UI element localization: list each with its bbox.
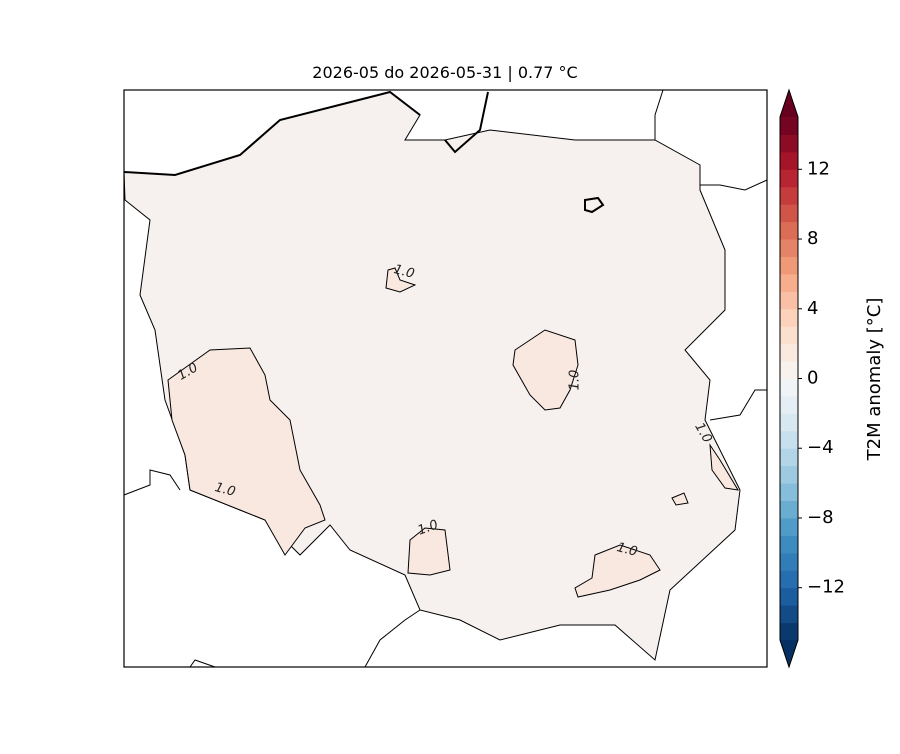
contour-label: 1.0 bbox=[416, 517, 441, 538]
patch bbox=[512, 329, 579, 411]
colorbar-band bbox=[780, 483, 798, 502]
colorbar-band bbox=[780, 204, 798, 223]
colorbar-outline bbox=[779, 88, 799, 669]
colorbar-band bbox=[780, 169, 798, 188]
colorbar-band bbox=[780, 570, 798, 589]
coastline bbox=[123, 90, 605, 214]
neighbor-borders bbox=[123, 89, 768, 668]
map-frame bbox=[123, 89, 768, 668]
colorbar-band bbox=[780, 291, 798, 310]
colorbar-band bbox=[780, 395, 798, 414]
colorbar-tick-label: 0 bbox=[807, 368, 818, 389]
colorbar-extend-bottom bbox=[780, 640, 798, 667]
colorbar-band bbox=[780, 117, 798, 135]
colorbar-band bbox=[780, 273, 798, 292]
map-title: 2026-05 do 2026-05-31 | 0.77 °C bbox=[312, 63, 577, 82]
colorbar-tick-label: 4 bbox=[807, 298, 818, 319]
colorbar-band bbox=[780, 378, 798, 397]
patch bbox=[407, 527, 451, 576]
patch bbox=[671, 492, 689, 506]
colorbar-tick-label: −4 bbox=[807, 437, 834, 458]
contour-label: 1.0 bbox=[615, 540, 639, 560]
patch bbox=[167, 347, 326, 556]
colorbar-band bbox=[780, 535, 798, 554]
border bbox=[364, 609, 421, 668]
coast bbox=[123, 90, 421, 177]
border bbox=[123, 469, 181, 496]
border bbox=[654, 89, 664, 140]
colorbar-band bbox=[780, 256, 798, 275]
colorbar-band bbox=[780, 605, 798, 624]
colorbar-band bbox=[780, 500, 798, 519]
colorbar-band bbox=[780, 465, 798, 484]
colorbar-band bbox=[780, 343, 798, 362]
colorbar-band bbox=[780, 587, 798, 606]
border bbox=[709, 389, 767, 421]
colorbar: −12 −8 −4 0 4 8 12 bbox=[779, 88, 845, 669]
anomaly-patches bbox=[167, 267, 739, 598]
colorbar-band bbox=[780, 517, 798, 536]
colorbar-band bbox=[780, 239, 798, 257]
coast bbox=[444, 91, 489, 154]
patch bbox=[709, 443, 739, 491]
contour-label: 1.0 bbox=[213, 480, 237, 500]
colorbar-tick-label: −12 bbox=[807, 577, 845, 598]
border bbox=[700, 179, 768, 191]
contour-label: 1.0 bbox=[392, 262, 416, 282]
colorbar-band bbox=[780, 186, 798, 205]
colorbar-band bbox=[780, 151, 798, 170]
colorbar-band bbox=[780, 413, 798, 432]
colorbar-tick-label: 8 bbox=[807, 228, 818, 249]
colorbar-band bbox=[780, 552, 798, 571]
colorbar-tick-label: −8 bbox=[807, 507, 834, 528]
colorbar-band bbox=[780, 361, 798, 379]
colorbar-label: T2M anomaly [°C] bbox=[864, 298, 885, 462]
border bbox=[189, 659, 216, 668]
patch bbox=[574, 544, 661, 598]
map: 1.01.01.01.01.01.01.0 bbox=[123, 89, 768, 668]
contour-label: 1.0 bbox=[568, 370, 583, 391]
colorbar-band bbox=[780, 134, 798, 153]
patch bbox=[385, 267, 417, 293]
colorbar-tick-label: 12 bbox=[807, 158, 830, 179]
colorbar-band bbox=[780, 622, 798, 641]
colorbar-band bbox=[780, 221, 798, 240]
lake bbox=[584, 196, 605, 214]
colorbar-band bbox=[780, 430, 798, 449]
colorbar-band bbox=[780, 308, 798, 327]
colorbar-band bbox=[780, 326, 798, 345]
colorbar-extend-top bbox=[780, 90, 798, 117]
colorbar-band bbox=[780, 448, 798, 467]
